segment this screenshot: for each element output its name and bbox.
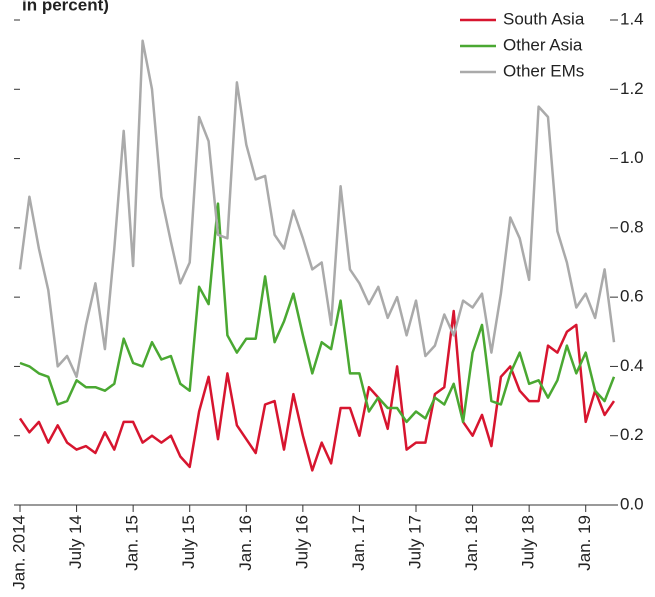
x-tick-label: July 15 [179, 515, 198, 569]
legend-label: South Asia [503, 9, 585, 28]
x-tick-label: Jan. 15 [123, 515, 142, 571]
legend-label: Other EMs [503, 61, 584, 80]
y-tick-label: 0.2 [620, 425, 644, 444]
y-tick-label: 0.8 [620, 217, 644, 236]
x-tick-label: July 16 [292, 515, 311, 569]
y-tick-label: 0.0 [620, 494, 644, 513]
x-tick-label: July 14 [66, 515, 85, 569]
x-tick-label: Jan. 2014 [9, 515, 28, 590]
x-tick-label: July 17 [405, 515, 424, 569]
x-tick-label: Jan. 17 [349, 515, 368, 571]
y-tick-label: 1.0 [620, 148, 644, 167]
x-tick-label: Jan. 16 [236, 515, 255, 571]
x-tick-label: Jan. 18 [462, 515, 481, 571]
y-tick-label: 1.2 [620, 79, 644, 98]
x-tick-label: Jan. 19 [575, 515, 594, 571]
y-tick-label: 1.4 [620, 9, 644, 28]
x-tick-label: July 18 [519, 515, 538, 569]
y-tick-label: 0.6 [620, 287, 644, 306]
series-line [18, 309, 616, 472]
series-line [18, 39, 616, 379]
chart-subtitle: in percent) [22, 0, 109, 14]
series-line [19, 202, 616, 424]
y-tick-label: 0.4 [620, 356, 644, 375]
legend-label: Other Asia [503, 35, 583, 54]
